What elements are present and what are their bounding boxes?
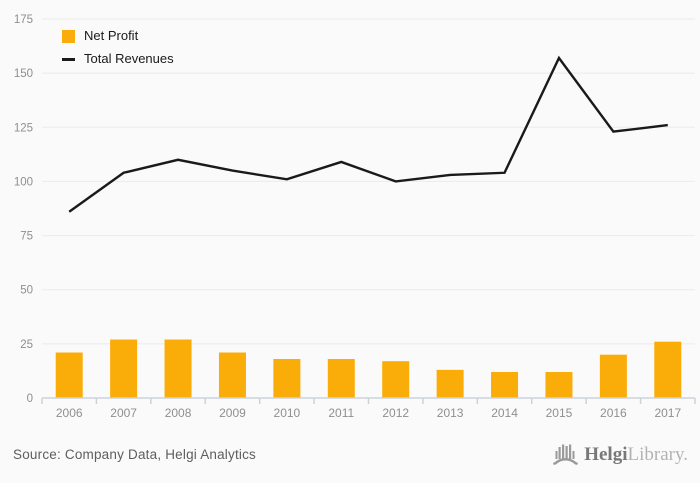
bar-2016 [599,354,627,398]
legend-label-net-profit: Net Profit [84,28,139,43]
x-axis-label-2014: 2014 [491,406,518,420]
x-axis-label-2010: 2010 [274,406,301,420]
y-axis-label-0: 0 [27,393,33,405]
x-axis-label-2006: 2006 [56,406,83,420]
bar-2017 [654,341,682,398]
chart-footer: Source: Company Data, Helgi Analytics He… [0,432,700,483]
legend-label-total-revenues: Total Revenues [84,51,174,66]
bridge-icon [553,444,579,465]
chart-area: 0 25 50 75 100 125 150 175 2006 2007 2008 2009 2010 2… [14,14,696,420]
total-revenues-line [68,55,668,213]
x-axis-label-2017: 2017 [654,406,681,420]
x-axis-label-2015: 2015 [546,406,573,420]
x-axis-label-2013: 2013 [437,406,464,420]
y-axis-label-50: 50 [20,285,33,297]
bar-2013 [436,369,464,398]
legend-item-total-revenues[interactable]: Total Revenues [62,50,174,68]
bar-2012 [382,361,410,398]
x-axis-label-2016: 2016 [600,406,627,420]
helgi-library-logo[interactable]: HelgiLibrary. [552,441,688,468]
bar-2014 [491,372,519,398]
source-text: Source: Company Data, Helgi Analytics [13,447,257,462]
total-revenues-dash-icon [62,57,75,61]
legend-item-net-profit[interactable]: Net Profit [62,27,174,45]
logo-text-library: Library. [627,443,689,465]
chart-legend: Net Profit Total Revenues [62,27,174,68]
bar-2011 [327,359,355,398]
y-axis-label-175: 175 [14,14,33,26]
x-axis-label-2012: 2012 [382,406,409,420]
bar-2010 [273,359,301,398]
logo-text-helgi: Helgi [584,443,628,465]
net-profit-swatch-icon [62,29,75,43]
y-axis-label-75: 75 [20,231,33,243]
bar-2006 [55,352,83,398]
bar-2008 [164,339,192,398]
logo-text: HelgiLibrary. [584,444,688,466]
y-axis-label-150: 150 [14,68,33,80]
x-axis-label-2009: 2009 [219,406,246,420]
bar-2007 [110,339,138,398]
bar-2015 [545,372,573,398]
y-axis-label-125: 125 [14,122,33,134]
y-axis-label-100: 100 [14,176,33,188]
y-axis-label-25: 25 [20,339,33,351]
chart-svg: 0 25 50 75 100 125 150 175 2006 2007 2008 2009 2010 2… [14,14,696,420]
bar-2009 [218,352,246,398]
x-axis-label-2011: 2011 [328,406,354,420]
x-axis-label-2008: 2008 [165,406,192,420]
x-axis-label-2007: 2007 [110,406,137,420]
